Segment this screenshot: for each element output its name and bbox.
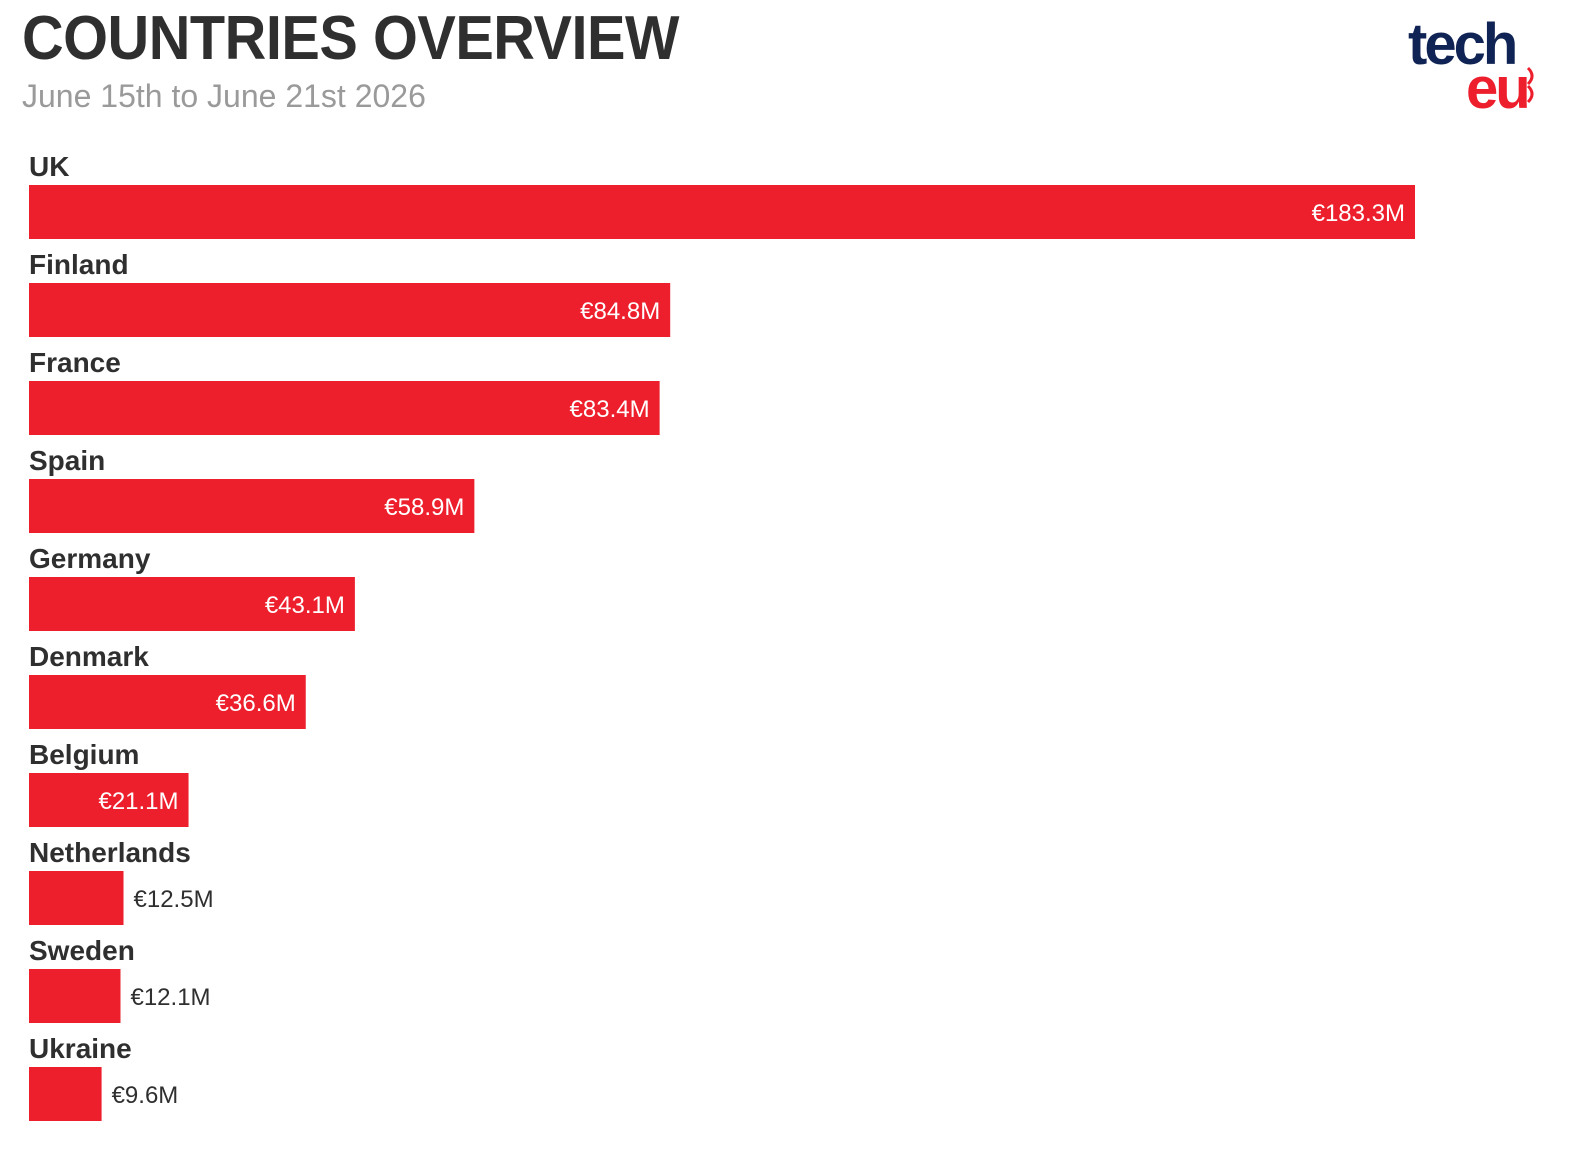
value-label: €84.8M	[580, 298, 660, 325]
category-label: France	[29, 347, 121, 378]
value-label: €58.9M	[384, 494, 464, 521]
logo-tech-text: tech	[1408, 12, 1518, 77]
value-label: €43.1M	[265, 592, 345, 619]
signal-waves-icon	[1526, 66, 1534, 104]
category-label: Germany	[29, 543, 151, 574]
bar	[29, 381, 660, 435]
category-label: UK	[29, 151, 69, 182]
value-label: €36.6M	[216, 690, 296, 717]
tech-eu-logo: tech eu	[1408, 12, 1548, 121]
bar	[29, 1067, 102, 1121]
category-label: Ukraine	[29, 1033, 132, 1064]
bar-chart: UK €183.3M Finland €84.8M France €83.4M Spain €…	[29, 151, 1415, 1121]
bar	[29, 283, 671, 337]
bar	[29, 479, 475, 533]
category-label: Finland	[29, 249, 129, 280]
value-label: €83.4M	[570, 396, 650, 423]
chart-subtitle: June 15th to June 21st 2026	[22, 78, 426, 114]
value-label: €21.1M	[98, 788, 178, 815]
bar	[29, 871, 124, 925]
category-label: Spain	[29, 445, 105, 476]
bar	[29, 773, 189, 827]
chart-title: COUNTRIES OVERVIEW	[22, 4, 679, 73]
value-label: €183.3M	[1312, 200, 1405, 227]
bar	[29, 969, 121, 1023]
category-label: Belgium	[29, 739, 139, 770]
value-label: €9.6M	[112, 1082, 179, 1109]
category-label: Denmark	[29, 641, 149, 672]
value-label: €12.5M	[134, 886, 214, 913]
category-label: Sweden	[29, 935, 135, 966]
category-label: Netherlands	[29, 837, 191, 868]
bar	[29, 675, 306, 729]
bar	[29, 185, 1415, 239]
value-label: €12.1M	[130, 984, 210, 1011]
logo-eu-text: eu	[1466, 56, 1531, 121]
bar	[29, 577, 355, 631]
